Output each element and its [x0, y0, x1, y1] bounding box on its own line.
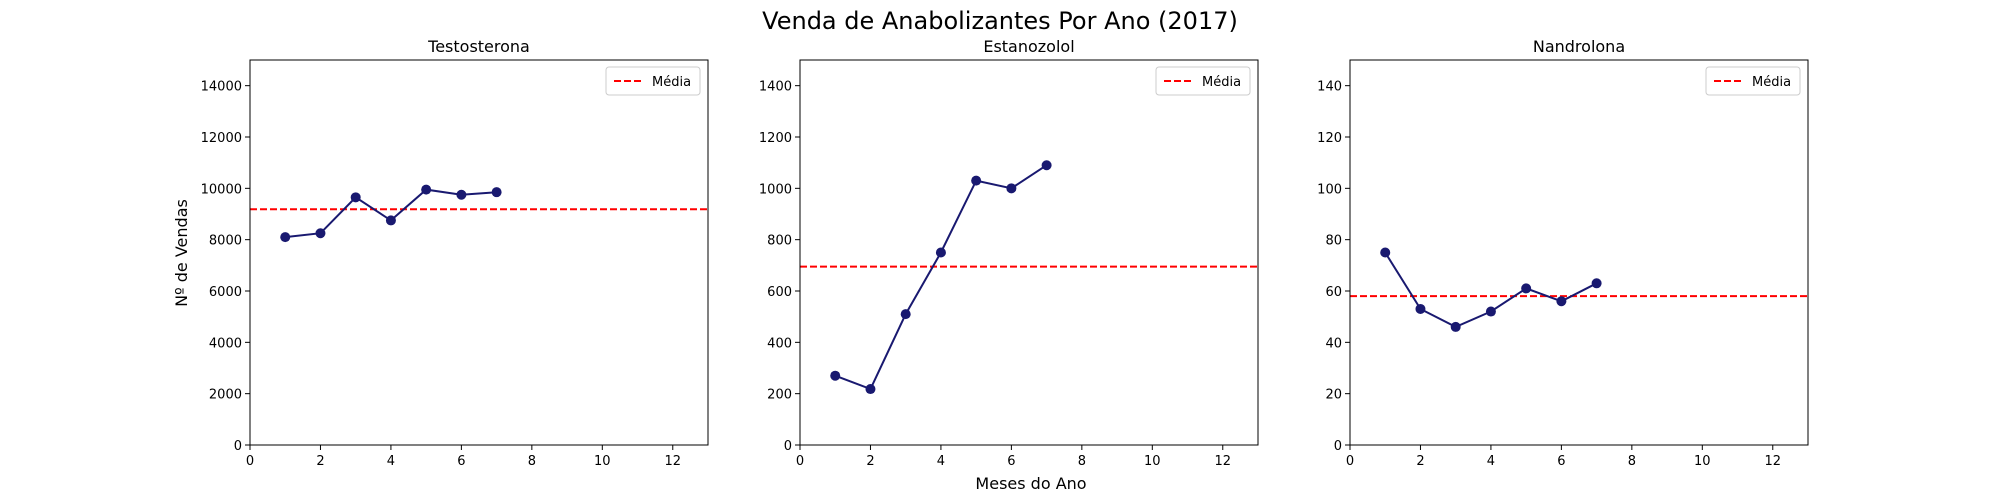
x-tick-label: 0: [796, 454, 804, 469]
figure-title: Venda de Anabolizantes Por Ano (2017): [762, 7, 1238, 35]
x-tick-label: 6: [457, 454, 465, 469]
legend: Média: [1705, 66, 1801, 96]
x-tick-label: 6: [1557, 454, 1565, 469]
legend-label: Média: [1202, 75, 1241, 90]
data-point: [1591, 278, 1602, 289]
y-tick-label: 12000: [201, 131, 242, 146]
data-point: [1380, 247, 1391, 258]
y-tick-label: 800: [767, 234, 792, 249]
y-tick-label: 1200: [759, 131, 792, 146]
y-tick-label: 600: [767, 285, 792, 300]
data-point: [1485, 306, 1496, 317]
legend-frame: [1705, 66, 1801, 96]
y-tick-label: 140: [1317, 80, 1342, 95]
y-tick-label: 40: [1325, 336, 1342, 351]
y-tick-label: 200: [767, 388, 792, 403]
data-point: [421, 184, 432, 195]
axes-frame: [799, 59, 1259, 446]
x-tick-label: 12: [1764, 454, 1781, 469]
data-point: [1415, 303, 1426, 314]
y-tick-label: 60: [1325, 285, 1342, 300]
legend-label: Média: [1752, 75, 1791, 90]
y-tick-label: 4000: [209, 336, 242, 351]
y-tick-label: 0: [784, 439, 792, 454]
data-point: [1556, 296, 1567, 307]
data-point: [865, 384, 876, 395]
legend: Média: [1155, 66, 1251, 96]
x-tick-label: 4: [1487, 454, 1495, 469]
y-tick-label: 400: [767, 336, 792, 351]
data-point: [1041, 160, 1052, 171]
legend-frame: [605, 66, 701, 96]
subplot-2: Estanozolol 0 2 4 6 8 10 12 0 200 400 600 800 1000 120…: [759, 37, 1259, 469]
x-tick-label: 6: [1007, 454, 1015, 469]
data-point: [1006, 183, 1017, 194]
x-tick-label: 2: [866, 454, 874, 469]
y-tick-label: 80: [1325, 234, 1342, 249]
x-tick-label: 8: [1078, 454, 1086, 469]
x-tick-label: 4: [937, 454, 945, 469]
subplot-title: Testosterona: [427, 37, 530, 56]
legend-frame: [1155, 66, 1251, 96]
y-tick-label: 14000: [201, 80, 242, 95]
x-tick-label: 12: [664, 454, 681, 469]
y-tick-label: 6000: [209, 285, 242, 300]
x-tick-label: 10: [594, 454, 611, 469]
data-point: [1521, 283, 1532, 294]
x-tick-label: 0: [1346, 454, 1354, 469]
x-tick-label: 0: [246, 454, 254, 469]
y-tick-label: 2000: [209, 388, 242, 403]
x-tick-label: 12: [1214, 454, 1231, 469]
data-point: [900, 309, 911, 320]
subplot-title: Nandrolona: [1533, 37, 1625, 56]
x-tick-label: 10: [1144, 454, 1161, 469]
y-tick-label: 20: [1325, 388, 1342, 403]
data-point: [350, 192, 361, 203]
axes-frame: [249, 59, 709, 446]
x-tick-label: 4: [387, 454, 395, 469]
x-tick-label: 2: [316, 454, 324, 469]
y-tick-label: 0: [1334, 439, 1342, 454]
data-point: [491, 187, 502, 198]
series-line: [834, 164, 1048, 391]
data-point: [456, 189, 467, 200]
data-point: [971, 175, 982, 186]
x-tick-label: 8: [528, 454, 536, 469]
subplot-title: Estanozolol: [983, 37, 1074, 56]
x-tick-label: 10: [1694, 454, 1711, 469]
legend-label: Média: [652, 75, 691, 90]
y-tick-label: 1400: [759, 80, 792, 95]
data-point: [1450, 321, 1461, 332]
x-axis-label: Meses do Ano: [975, 474, 1086, 493]
data-point: [280, 232, 291, 243]
data-point: [385, 215, 396, 226]
y-tick-label: 1000: [759, 182, 792, 197]
legend: Média: [605, 66, 701, 96]
subplot-1: Testosterona 0 2 4 6 8 10 12 0 2000 4000 6000 8000 10…: [201, 37, 709, 469]
y-tick-label: 0: [234, 439, 242, 454]
data-point: [830, 370, 841, 381]
axes-frame: [1349, 59, 1809, 446]
y-tick-label: 100: [1317, 182, 1342, 197]
x-tick-label: 8: [1628, 454, 1636, 469]
data-point: [935, 247, 946, 258]
y-tick-label: 8000: [209, 234, 242, 249]
y-axis-label: Nº de Vendas: [172, 199, 191, 307]
data-point: [315, 228, 326, 239]
x-tick-label: 2: [1416, 454, 1424, 469]
y-tick-label: 10000: [201, 182, 242, 197]
y-tick-label: 120: [1317, 131, 1342, 146]
